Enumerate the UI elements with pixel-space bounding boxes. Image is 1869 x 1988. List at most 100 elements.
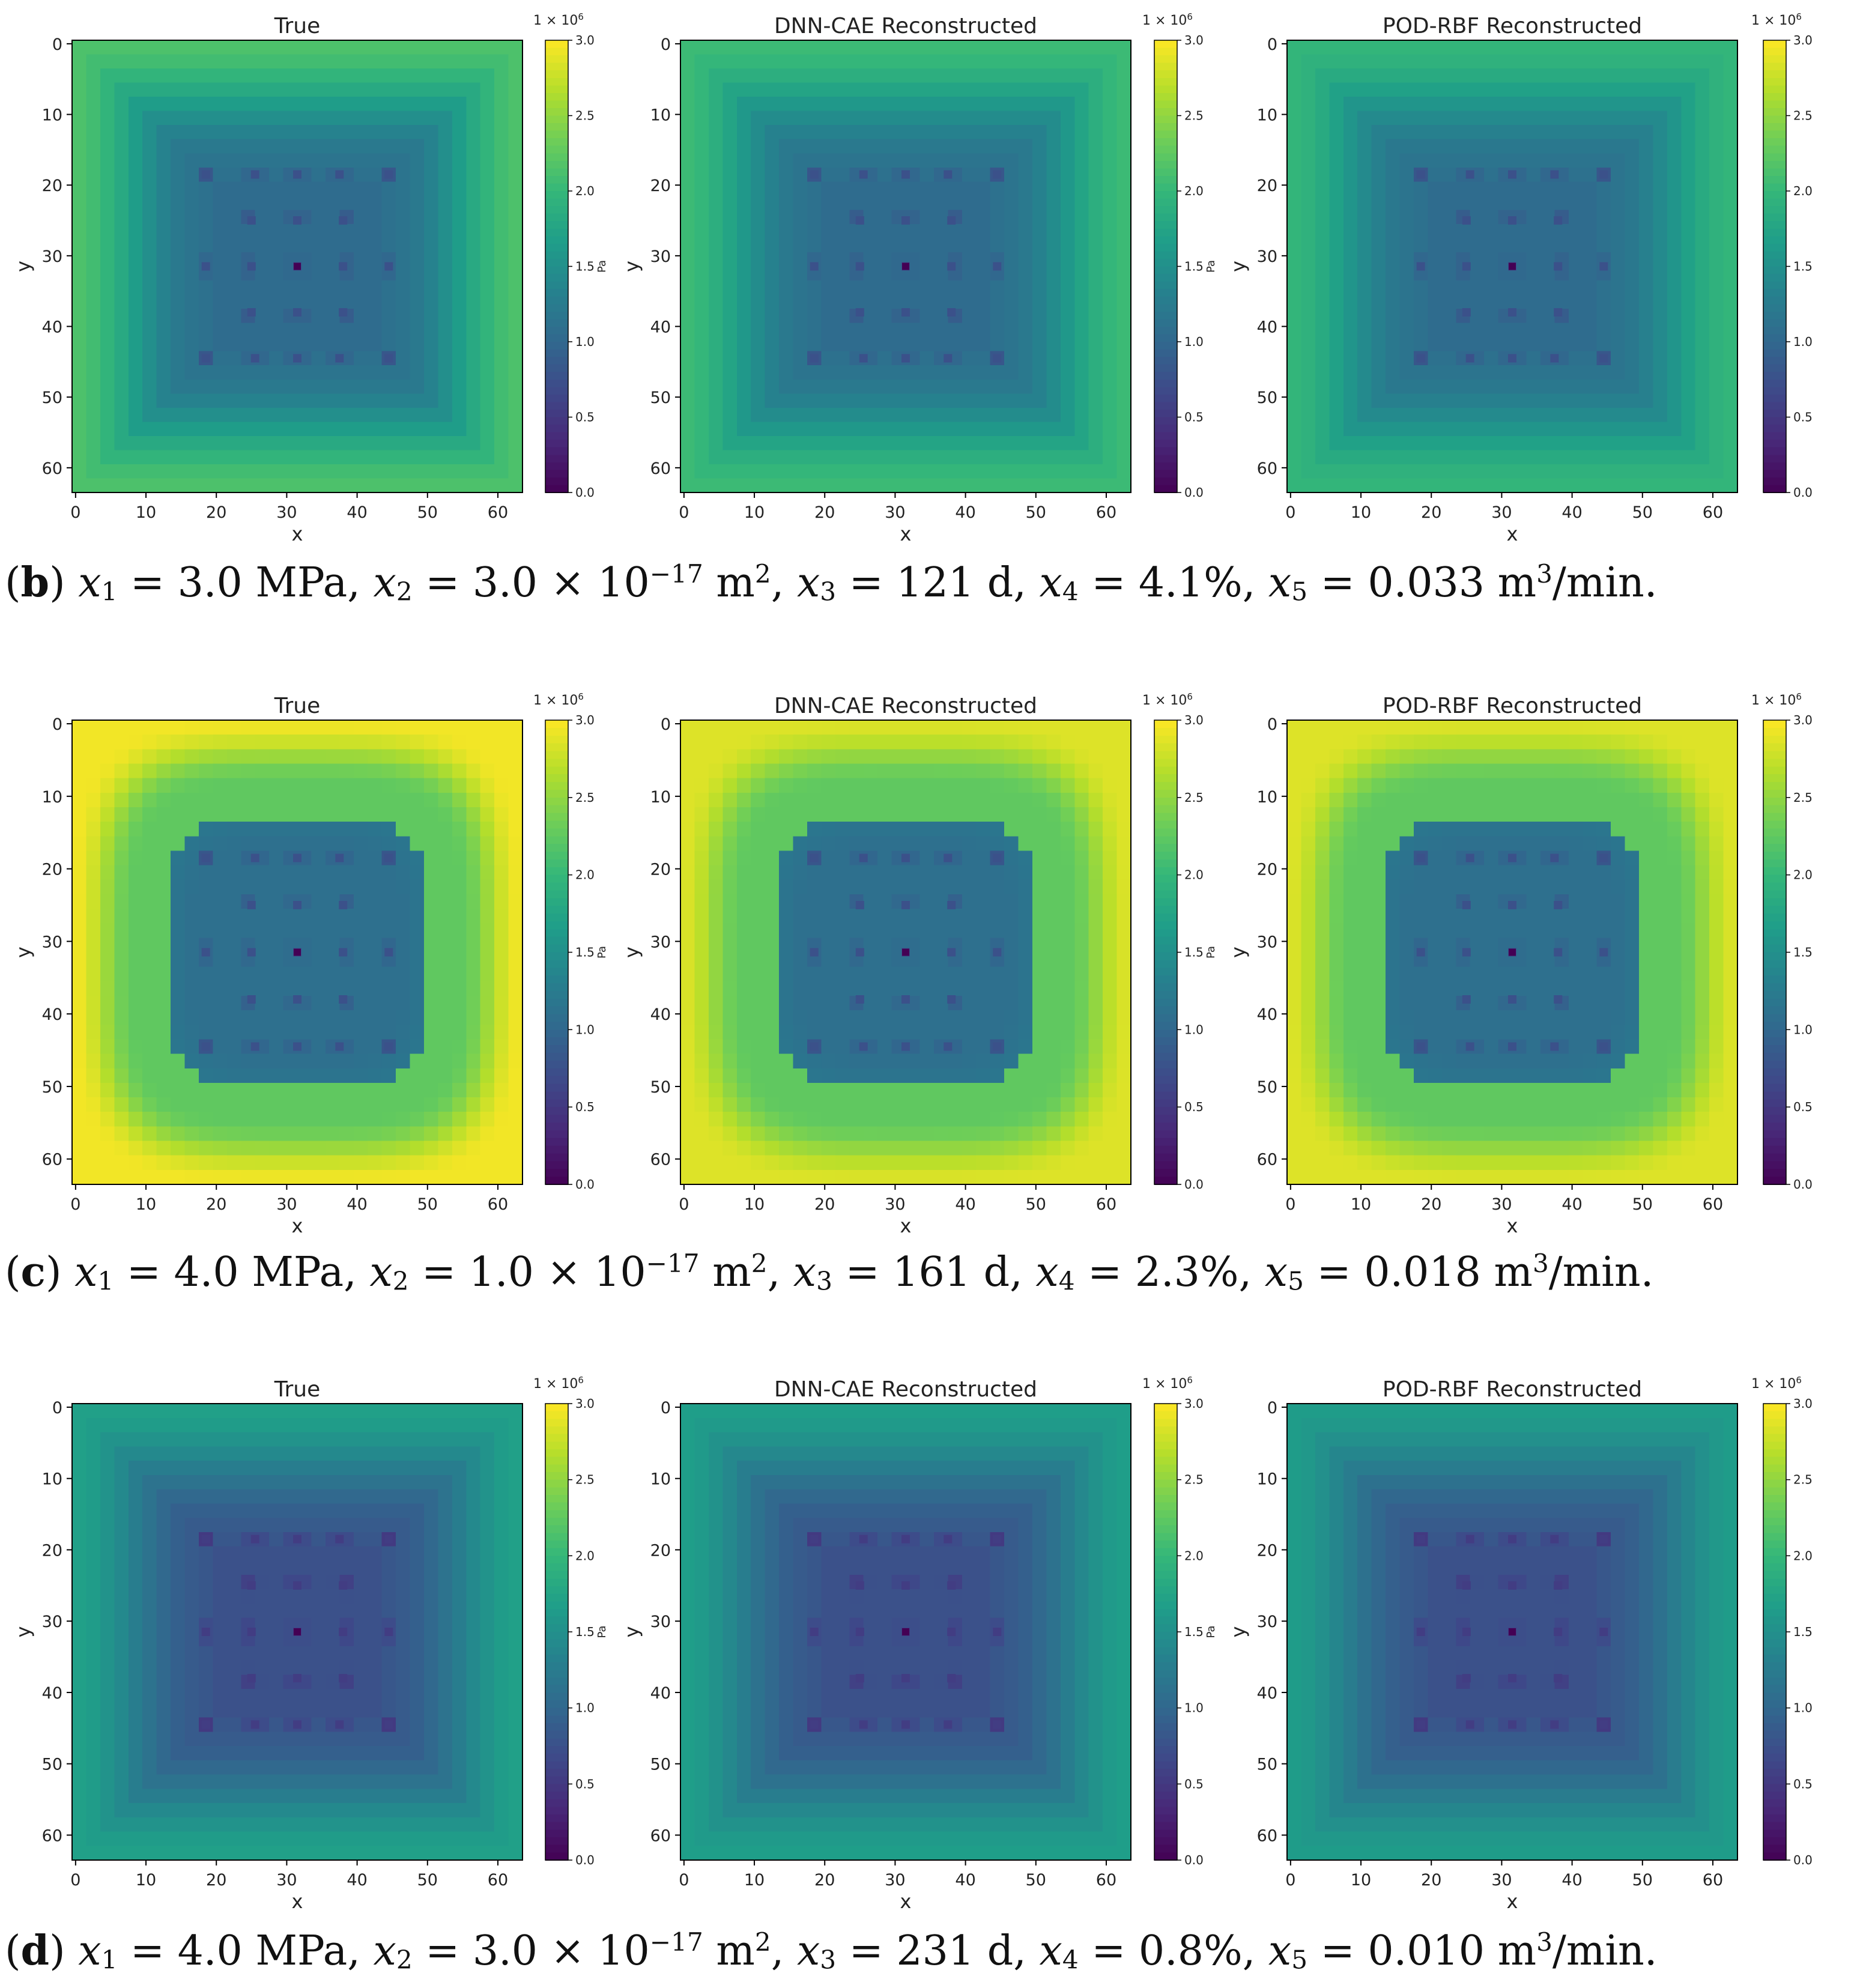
heatmap-cell [919, 168, 934, 182]
heatmap-cell [241, 735, 255, 750]
heatmap-cell [129, 111, 143, 126]
heatmap-cell [466, 295, 480, 309]
heatmap-cell [919, 83, 934, 97]
heatmap-cell [722, 252, 737, 267]
heatmap-cell [1004, 422, 1019, 436]
heatmap-cell [1400, 365, 1414, 380]
heatmap-cell [129, 252, 143, 267]
heatmap-cell [1329, 40, 1343, 55]
heatmap-cell [466, 1068, 480, 1083]
heatmap-cell [948, 68, 962, 83]
heatmap-cell [480, 720, 495, 735]
heatmap-cell [311, 422, 326, 436]
heatmap-cell [129, 778, 143, 793]
heatmap-cell [709, 778, 723, 793]
heatmap-cell [1428, 252, 1442, 267]
heatmap-cell [1724, 309, 1738, 323]
heatmap-cell [1569, 408, 1583, 422]
heatmap-cell [494, 267, 509, 281]
heatmap-cell [1400, 422, 1414, 436]
heatmap-cell [354, 894, 368, 909]
colorbar-tick-label: 2.5 [1793, 109, 1813, 123]
heatmap-cell [339, 111, 354, 126]
heatmap-cell [1400, 55, 1414, 69]
heatmap-cell [1681, 365, 1695, 380]
heatmap-cell [694, 393, 709, 408]
heatmap-cell [1540, 478, 1555, 492]
heatmap-cell [1653, 139, 1667, 154]
heatmap-cell [906, 111, 920, 126]
heatmap-cell [269, 880, 283, 895]
heatmap-cell [382, 238, 396, 252]
heatmap-cell [1611, 295, 1625, 309]
colorbar-segment [545, 1138, 568, 1147]
heatmap-cell [821, 40, 835, 55]
colorbar-segment [1763, 123, 1786, 131]
heatmap-cell [1470, 323, 1485, 338]
colorbar-segment [1763, 78, 1786, 86]
colorbar-segment [545, 395, 568, 402]
heatmap-cell [326, 55, 340, 69]
heatmap-cell [906, 436, 920, 450]
heatmap-cell [86, 210, 100, 224]
heatmap-cell [948, 181, 962, 196]
heatmap-cell [157, 822, 171, 837]
heatmap-cell [269, 323, 283, 338]
heatmap-cell [72, 111, 86, 126]
heatmap-cell [86, 749, 100, 764]
heatmap-cell [1512, 478, 1527, 492]
heatmap-cell [171, 1126, 185, 1141]
heatmap-cell [694, 880, 709, 895]
heatmap-cell [1032, 464, 1047, 479]
heatmap-cell [452, 252, 467, 267]
heatmap-cell [1103, 365, 1117, 380]
heatmap-cell [255, 1141, 270, 1156]
heatmap-cell [480, 953, 495, 968]
heatmap-cell [892, 337, 906, 351]
heatmap-cell [72, 953, 86, 968]
heatmap-cell [410, 450, 425, 464]
heatmap-cell [1554, 365, 1569, 380]
heatmap-cell [1004, 351, 1019, 366]
heatmap-cell [1695, 365, 1710, 380]
heatmap-cell [1625, 267, 1640, 281]
colorbar-segment [545, 968, 568, 976]
heatmap-cell [821, 822, 835, 837]
heatmap-cell [976, 850, 990, 865]
heatmap-cell [1074, 111, 1089, 126]
heatmap-cell [1498, 238, 1513, 252]
heatmap-cell [1061, 436, 1075, 450]
heatmap-cell [793, 735, 808, 750]
heatmap-cell [709, 749, 723, 764]
colorbar-segment [1154, 244, 1177, 252]
heatmap-cell [213, 224, 227, 238]
heatmap-cell [680, 365, 695, 380]
heatmap-cell [227, 267, 241, 281]
heatmap-cell [86, 153, 100, 168]
heatmap-cell [424, 337, 438, 351]
heatmap-cell [1414, 393, 1428, 408]
heatmap-cell [1569, 68, 1583, 83]
heatmap-cell [326, 393, 340, 408]
heatmap-cell [864, 793, 878, 808]
heatmap-cell [1681, 224, 1695, 238]
heatmap-cell [438, 1170, 452, 1185]
heatmap-cell [1667, 323, 1682, 338]
heatmap-cell [494, 1054, 509, 1069]
heatmap-cell [934, 40, 948, 55]
heatmap-cell [339, 153, 354, 168]
heatmap-cell [382, 778, 396, 793]
heatmap-cell [466, 720, 480, 735]
heatmap-cell [241, 422, 255, 436]
well-marker [339, 995, 347, 1004]
heatmap-cell [142, 1054, 157, 1069]
heatmap-cell [100, 68, 115, 83]
well-marker [901, 308, 910, 317]
heatmap-cell [326, 238, 340, 252]
heatmap-cell [962, 97, 977, 111]
heatmap-cell [1400, 295, 1414, 309]
heatmap-cell [142, 807, 157, 822]
heatmap-cell [807, 238, 822, 252]
heatmap-cell [1046, 224, 1061, 238]
heatmap-cell [1442, 97, 1456, 111]
